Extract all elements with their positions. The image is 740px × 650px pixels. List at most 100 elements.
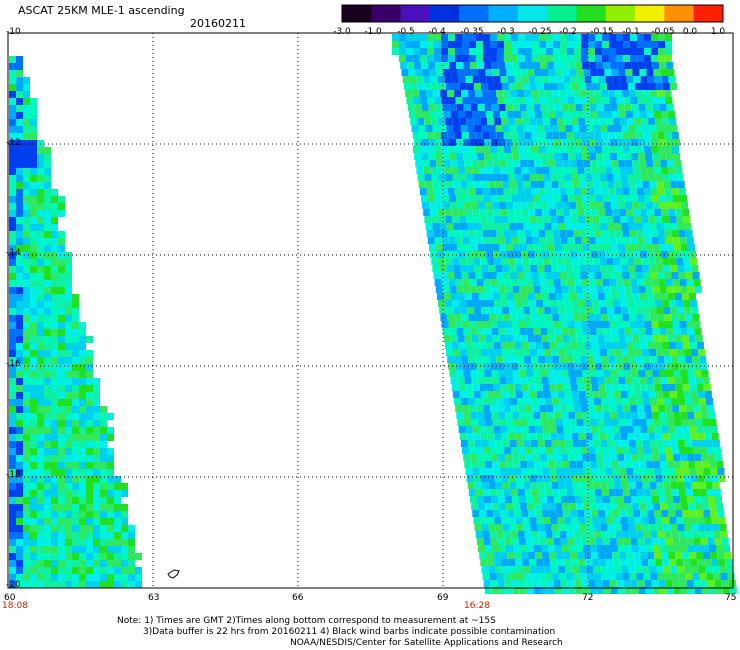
- swath-cell: [517, 489, 525, 496]
- swath-cell: [517, 146, 525, 153]
- swath-cell: [521, 510, 529, 517]
- swath-cell: [128, 546, 135, 553]
- swath-cell: [9, 378, 16, 385]
- swath-cell: [687, 370, 695, 377]
- swath-cell: [399, 41, 406, 48]
- swath-cell: [539, 447, 547, 454]
- swath-cell: [44, 329, 51, 336]
- swath-cell: [37, 294, 44, 301]
- swath-cell: [459, 433, 467, 440]
- swath-cell: [65, 455, 72, 462]
- swath-cell: [470, 244, 478, 251]
- swath-cell: [16, 140, 23, 147]
- swath-cell: [562, 69, 570, 76]
- swath-cell: [519, 104, 527, 111]
- swath-cell: [37, 581, 44, 588]
- swath-cell: [494, 83, 502, 90]
- swath-cell: [86, 581, 93, 588]
- swath-cell: [636, 55, 644, 62]
- swath-cell: [16, 175, 23, 182]
- swath-cell: [72, 329, 79, 336]
- swath-cell: [437, 76, 445, 83]
- swath-cell: [599, 517, 607, 524]
- swath-cell: [583, 377, 591, 384]
- swath-cell: [682, 510, 690, 517]
- colorbar-segment: [342, 5, 372, 22]
- swath-cell: [58, 420, 65, 427]
- swath-cell: [464, 335, 472, 342]
- swath-cell: [652, 286, 660, 293]
- swath-cell: [547, 545, 555, 552]
- swath-cell: [30, 245, 37, 252]
- swath-cell: [645, 370, 653, 377]
- swath-cell: [417, 174, 425, 181]
- swath-cell: [507, 510, 515, 517]
- swath-cell: [442, 286, 450, 293]
- swath-cell: [486, 342, 494, 349]
- swath-cell: [569, 160, 577, 167]
- swath-cell: [610, 496, 618, 503]
- swath-cell: [623, 279, 631, 286]
- colorbar-segment: [635, 5, 665, 22]
- swath-cell: [72, 301, 79, 308]
- swath-cell: [665, 538, 673, 545]
- swath-cell: [722, 587, 730, 594]
- swath-cell: [695, 461, 703, 468]
- swath-cell: [514, 76, 522, 83]
- swath-cell: [651, 195, 659, 202]
- swath-cell: [529, 559, 537, 566]
- swath-cell: [651, 41, 658, 48]
- swath-cell: [492, 377, 500, 384]
- swath-cell: [571, 258, 579, 265]
- swath-cell: [542, 167, 550, 174]
- lat-label: -20: [6, 580, 21, 590]
- swath-cell: [529, 475, 537, 482]
- swath-cell: [468, 489, 476, 496]
- swath-cell: [16, 511, 23, 518]
- swath-cell: [658, 237, 666, 244]
- swath-cell: [669, 475, 677, 482]
- swath-cell: [483, 48, 490, 55]
- swath-cell: [582, 139, 590, 146]
- swath-cell: [541, 503, 549, 510]
- swath-cell: [650, 132, 658, 139]
- swath-cell: [471, 69, 479, 76]
- swath-cell: [454, 55, 462, 62]
- swath-cell: [533, 328, 541, 335]
- swath-cell: [493, 342, 501, 349]
- swath-cell: [635, 440, 643, 447]
- swath-cell: [696, 426, 704, 433]
- swath-cell: [474, 440, 482, 447]
- swath-cell: [603, 286, 611, 293]
- swath-cell: [447, 90, 455, 97]
- swath-cell: [602, 363, 610, 370]
- swath-cell: [23, 532, 30, 539]
- swath-cell: [566, 356, 574, 363]
- swath-cell: [652, 104, 660, 111]
- swath-cell: [44, 161, 51, 168]
- swath-cell: [495, 566, 503, 573]
- swath-cell: [631, 545, 639, 552]
- swath-cell: [560, 580, 568, 587]
- swath-cell: [72, 357, 79, 364]
- swath-cell: [532, 279, 540, 286]
- swath-cell: [419, 188, 427, 195]
- swath-cell: [549, 209, 557, 216]
- swath-cell: [666, 370, 674, 377]
- swath-cell: [44, 322, 51, 329]
- swath-cell: [37, 525, 44, 532]
- swath-cell: [677, 482, 685, 489]
- swath-cell: [488, 181, 496, 188]
- swath-cell: [399, 34, 406, 41]
- swath-cell: [420, 41, 427, 48]
- swath-cell: [657, 489, 665, 496]
- swath-cell: [457, 160, 465, 167]
- swath-cell: [501, 300, 509, 307]
- swath-cell: [579, 223, 587, 230]
- swath-cell: [506, 293, 514, 300]
- swath-cell: [441, 237, 449, 244]
- swath-cell: [478, 202, 486, 209]
- swath-cell: [44, 469, 51, 476]
- swath-cell: [545, 573, 553, 580]
- swath-cell: [591, 384, 599, 391]
